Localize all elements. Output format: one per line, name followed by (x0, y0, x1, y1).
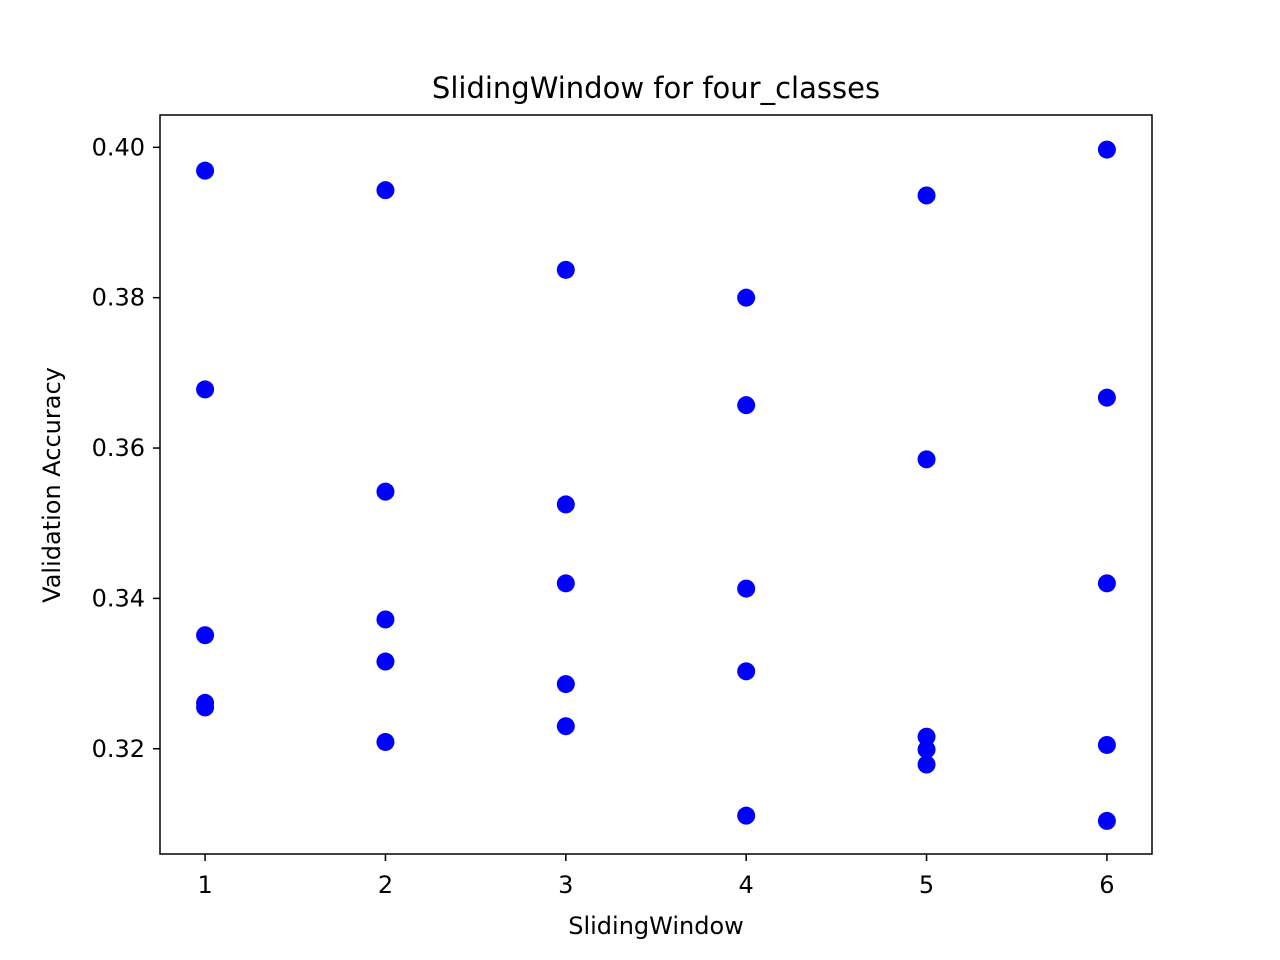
data-point (1097, 735, 1116, 754)
x-tick-label: 3 (558, 871, 573, 899)
data-point (556, 574, 575, 593)
data-point (737, 579, 756, 598)
y-tick-label: 0.40 (92, 133, 145, 161)
y-tick-label: 0.36 (92, 434, 145, 462)
data-point (917, 740, 936, 759)
data-point (196, 161, 215, 180)
data-point (556, 495, 575, 514)
data-points (196, 140, 1116, 830)
data-point (376, 482, 395, 501)
chart-title: SlidingWindow for four_classes (432, 71, 880, 105)
y-tick-label: 0.34 (92, 584, 145, 612)
data-point (1097, 140, 1116, 159)
data-point (737, 662, 756, 681)
y-tick-label: 0.32 (92, 735, 145, 763)
data-point (1097, 388, 1116, 407)
data-point (917, 755, 936, 774)
data-point (737, 806, 756, 825)
data-point (376, 732, 395, 751)
data-point (556, 260, 575, 279)
data-point (556, 675, 575, 694)
x-tick-label: 6 (1099, 871, 1114, 899)
plot-area-frame (159, 114, 1153, 855)
x-tick-label: 4 (739, 871, 754, 899)
data-point (376, 181, 395, 200)
data-point (196, 698, 215, 717)
data-point (376, 652, 395, 671)
data-point (196, 380, 215, 399)
data-point (917, 186, 936, 205)
x-tick-label: 2 (378, 871, 393, 899)
y-axis-label: Validation Accuracy (38, 367, 66, 603)
data-point (1097, 811, 1116, 830)
x-tick-label: 5 (919, 871, 934, 899)
data-point (556, 717, 575, 736)
data-point (917, 727, 936, 746)
data-point (917, 450, 936, 469)
x-tick-label: 1 (197, 871, 212, 899)
y-tick-label: 0.38 (92, 284, 145, 312)
data-point (376, 610, 395, 629)
data-point (737, 396, 756, 415)
data-point (737, 288, 756, 307)
axis-ticks: 1 2 3 4 5 6 0.32 0.34 0.36 0.38 0.40 (92, 133, 1115, 899)
data-point (1097, 574, 1116, 593)
x-axis-label: SlidingWindow (568, 912, 744, 940)
data-point (196, 626, 215, 645)
